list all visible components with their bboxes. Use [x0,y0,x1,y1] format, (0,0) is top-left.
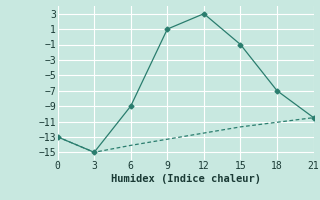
X-axis label: Humidex (Indice chaleur): Humidex (Indice chaleur) [111,174,260,184]
